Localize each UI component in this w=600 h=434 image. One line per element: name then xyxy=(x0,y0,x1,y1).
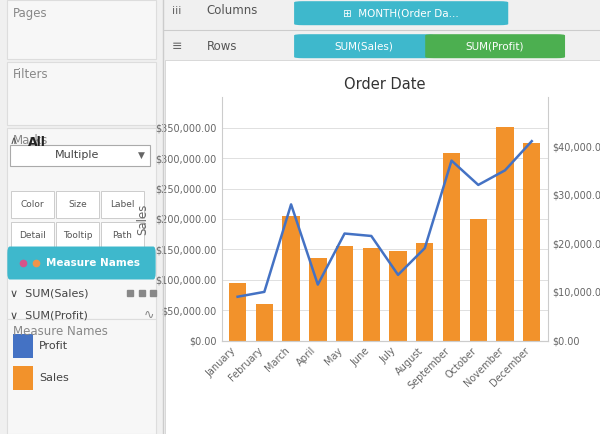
FancyBboxPatch shape xyxy=(10,145,150,166)
FancyBboxPatch shape xyxy=(7,0,157,59)
Text: Size: Size xyxy=(68,200,87,209)
FancyBboxPatch shape xyxy=(294,1,508,25)
Text: Marks: Marks xyxy=(13,134,49,147)
Bar xyxy=(496,127,514,341)
Text: Profit: Profit xyxy=(39,341,68,351)
Bar xyxy=(13,366,32,390)
Text: SUM(Profit): SUM(Profit) xyxy=(466,41,524,51)
Text: Label: Label xyxy=(110,200,135,209)
Text: Columns: Columns xyxy=(206,4,258,17)
Bar xyxy=(470,219,487,341)
FancyBboxPatch shape xyxy=(56,222,99,249)
FancyBboxPatch shape xyxy=(7,319,157,434)
FancyBboxPatch shape xyxy=(11,222,54,249)
Text: Path: Path xyxy=(113,231,133,240)
Title: Order Date: Order Date xyxy=(344,77,425,92)
Text: Measure Names: Measure Names xyxy=(13,325,108,338)
Text: Rows: Rows xyxy=(206,40,237,53)
FancyBboxPatch shape xyxy=(101,191,144,218)
Text: Filters: Filters xyxy=(13,68,49,81)
Text: ∧: ∧ xyxy=(10,136,18,146)
Text: ∨  SUM(Sales): ∨ SUM(Sales) xyxy=(10,288,88,299)
FancyBboxPatch shape xyxy=(7,62,157,125)
Text: ∨  SUM(Profit): ∨ SUM(Profit) xyxy=(10,310,88,320)
Bar xyxy=(309,259,326,341)
Bar xyxy=(389,250,407,341)
Text: ▼: ▼ xyxy=(139,151,145,159)
Text: Measure Names: Measure Names xyxy=(46,258,140,268)
Text: Pages: Pages xyxy=(13,7,47,20)
FancyBboxPatch shape xyxy=(7,128,157,319)
Bar xyxy=(523,143,541,341)
Bar xyxy=(416,243,433,341)
FancyBboxPatch shape xyxy=(425,34,565,58)
Bar xyxy=(362,247,380,341)
FancyBboxPatch shape xyxy=(7,247,155,279)
Text: Multiple: Multiple xyxy=(55,150,99,160)
FancyBboxPatch shape xyxy=(294,34,434,58)
FancyBboxPatch shape xyxy=(56,191,99,218)
Text: SUM(Sales): SUM(Sales) xyxy=(335,41,394,51)
Text: iii: iii xyxy=(172,6,181,16)
Bar xyxy=(13,334,32,358)
Bar xyxy=(283,216,300,341)
Y-axis label: Sales: Sales xyxy=(137,203,149,235)
Text: ≡: ≡ xyxy=(172,40,182,53)
Bar xyxy=(443,153,460,341)
Bar xyxy=(336,247,353,341)
Text: All: All xyxy=(28,136,46,149)
FancyBboxPatch shape xyxy=(101,222,144,249)
Text: Color: Color xyxy=(20,200,44,209)
FancyBboxPatch shape xyxy=(11,191,54,218)
Text: Sales: Sales xyxy=(39,373,69,384)
Text: ∿: ∿ xyxy=(143,309,154,322)
Bar xyxy=(229,283,246,341)
Bar xyxy=(256,304,273,341)
Text: ⊞  MONTH(Order Da...: ⊞ MONTH(Order Da... xyxy=(343,8,459,18)
Text: Detail: Detail xyxy=(19,231,46,240)
Text: Tooltip: Tooltip xyxy=(62,231,92,240)
